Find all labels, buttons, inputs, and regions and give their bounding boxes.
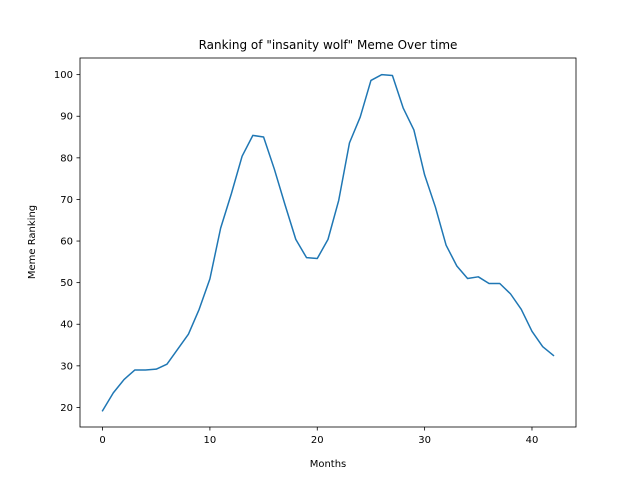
x-tick-label: 30 [418,435,431,446]
plot-area [101,73,555,412]
x-tick-label: 20 [311,435,324,446]
y-tick-label: 90 [60,112,73,123]
y-tick-label: 100 [54,70,73,81]
y-tick-label: 60 [60,237,73,248]
y-tick-label: 50 [60,278,73,289]
x-axis: 0 10 20 30 40 [99,427,538,446]
y-tick-label: 40 [60,320,73,331]
x-tick-label: 40 [526,435,539,446]
y-axis: 20 30 40 50 60 70 80 90 100 [54,70,80,414]
x-tick-label: 10 [204,435,217,446]
y-tick-label: 80 [60,153,73,164]
chart-title: Ranking of "insanity wolf" Meme Over tim… [199,38,458,52]
plot-frame [79,57,577,428]
y-tick-label: 70 [60,195,73,206]
y-axis-label: Meme Ranking [27,205,38,279]
x-tick-label: 0 [99,435,105,446]
series-line [101,73,555,412]
y-tick-label: 30 [60,361,73,372]
y-tick-label: 20 [60,403,73,414]
x-axis-label: Months [310,459,347,470]
